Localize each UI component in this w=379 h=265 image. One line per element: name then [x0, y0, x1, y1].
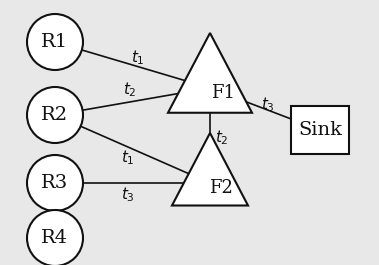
Circle shape — [27, 14, 83, 70]
Text: $t_3$: $t_3$ — [121, 186, 135, 204]
Polygon shape — [168, 33, 252, 113]
Text: R2: R2 — [41, 106, 69, 124]
Text: $t_2$: $t_2$ — [215, 129, 229, 147]
Text: Sink: Sink — [298, 121, 342, 139]
Text: R3: R3 — [41, 174, 69, 192]
Text: R4: R4 — [41, 229, 69, 247]
Text: $t_3$: $t_3$ — [261, 96, 275, 114]
Circle shape — [27, 87, 83, 143]
Text: F2: F2 — [210, 179, 233, 197]
Text: $t_1$: $t_1$ — [131, 49, 145, 67]
Text: $t_2$: $t_2$ — [123, 81, 137, 99]
Text: F1: F1 — [211, 85, 235, 103]
Text: R1: R1 — [41, 33, 69, 51]
Circle shape — [27, 155, 83, 211]
Polygon shape — [172, 133, 248, 205]
Bar — [291, 106, 349, 154]
Text: $t_1$: $t_1$ — [121, 149, 135, 167]
Circle shape — [27, 210, 83, 265]
